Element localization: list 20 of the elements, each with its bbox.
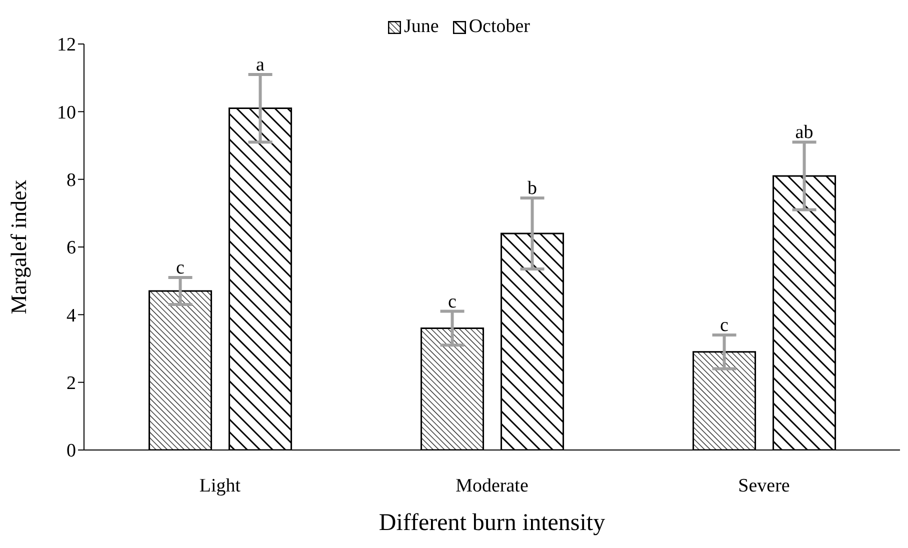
x-tick-label: Light (199, 475, 242, 496)
y-tick-label: 2 (66, 373, 76, 394)
y-tick-label: 8 (66, 170, 76, 192)
x-tick-label: Severe (738, 475, 790, 496)
annotation: ab (795, 122, 814, 144)
annotation: b (528, 178, 538, 199)
x-axis-title: Different burn intensity (378, 510, 606, 536)
annotation: a (256, 54, 266, 76)
legend-label: October (468, 16, 530, 38)
y-axis-title: Margalef index (6, 180, 31, 314)
y-tick-label: 10 (57, 102, 76, 124)
annotation: c (720, 314, 728, 336)
legend-label: June (402, 16, 439, 38)
y-tick-label: 12 (57, 34, 76, 56)
x-tick-label: Moderate (456, 475, 528, 496)
annotation: c (176, 257, 184, 278)
y-tick-label: 4 (66, 305, 76, 326)
y-tick-label: 0 (66, 440, 76, 462)
y-tick-label: 6 (66, 238, 76, 259)
annotation: c (448, 291, 456, 312)
